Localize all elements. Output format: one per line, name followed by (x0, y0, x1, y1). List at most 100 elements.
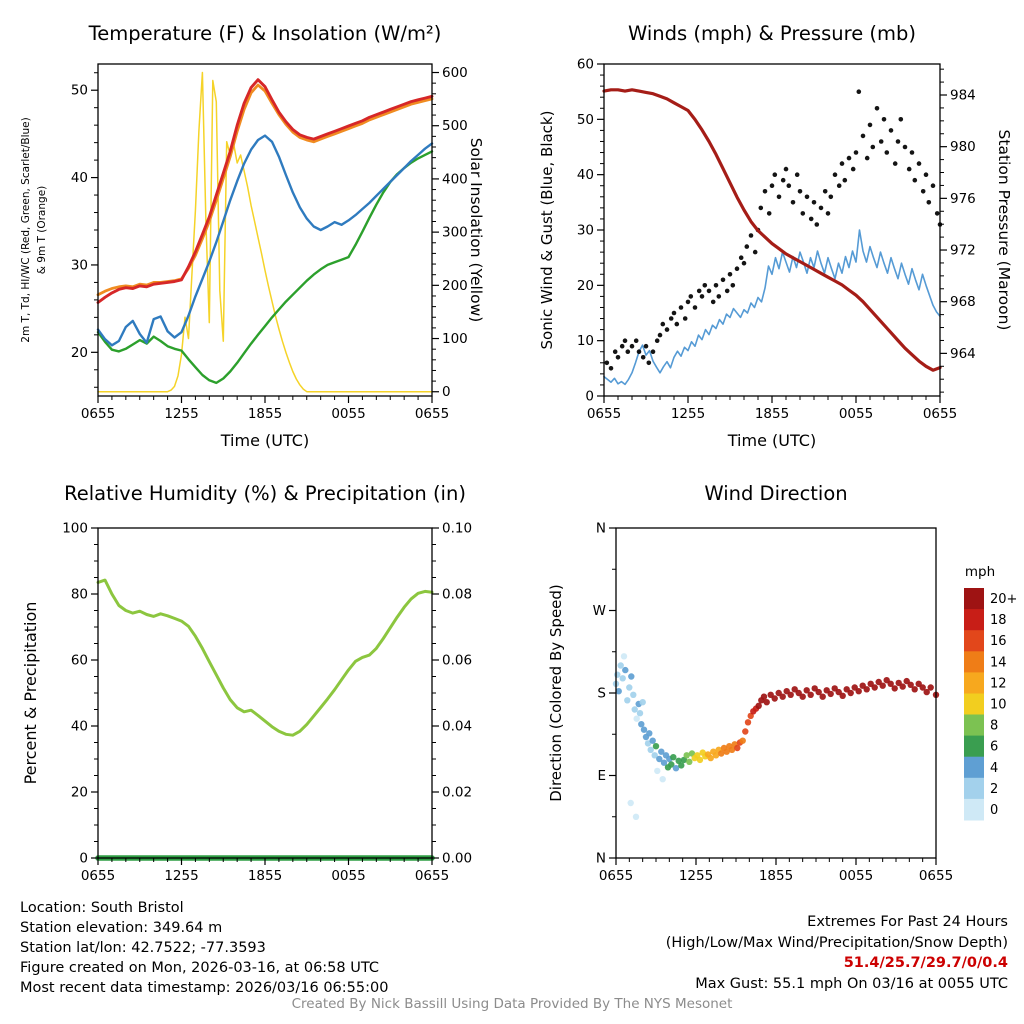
chart-svg-humidity-precip: Relative Humidity (%) & Precipitation (i… (21, 482, 472, 884)
svg-text:2: 2 (990, 782, 998, 797)
svg-text:14: 14 (990, 655, 1007, 670)
svg-text:E: E (597, 768, 606, 784)
svg-text:0055: 0055 (331, 406, 365, 422)
panel-winds-pressure: Winds (mph) & Pressure (mb) 0655 1255 1855 0… (512, 0, 1024, 472)
svg-text:0: 0 (990, 803, 998, 818)
svg-text:8: 8 (990, 719, 998, 734)
svg-text:& 9m T (Orange): & 9m T (Orange) (36, 186, 48, 275)
panel-temperature-insolation: Temperature (F) & Insolation (W/m²) 0655 1… (0, 0, 512, 472)
svg-text:1855: 1855 (248, 868, 282, 884)
svg-text:1855: 1855 (755, 406, 789, 422)
svg-text:20: 20 (577, 278, 594, 294)
svg-text:400: 400 (442, 171, 468, 187)
svg-text:mph: mph (965, 564, 995, 580)
svg-text:1255: 1255 (164, 406, 198, 422)
svg-text:18: 18 (990, 613, 1007, 628)
svg-text:50: 50 (577, 112, 594, 128)
svg-text:980: 980 (950, 139, 976, 155)
svg-text:N: N (596, 851, 606, 867)
svg-text:964: 964 (950, 346, 976, 362)
station-latlon: Station lat/lon: 42.7522; -77.3593 (20, 940, 266, 956)
svg-text:1255: 1255 (164, 868, 198, 884)
svg-text:50: 50 (71, 83, 88, 99)
svg-text:30: 30 (71, 257, 88, 273)
svg-text:Relative Humidity (%) & Precip: Relative Humidity (%) & Precipitation (i… (64, 482, 466, 505)
svg-text:0655: 0655 (923, 406, 957, 422)
svg-text:W: W (593, 603, 606, 619)
svg-text:80: 80 (71, 587, 88, 603)
svg-text:60: 60 (577, 57, 594, 73)
svg-text:0.04: 0.04 (442, 719, 472, 735)
svg-text:0: 0 (442, 384, 451, 400)
svg-text:30: 30 (577, 223, 594, 239)
panel-wind-direction: Wind Direction 0655 1255 1855 0055 0655 N E S W N D… (512, 468, 1024, 912)
svg-text:100: 100 (62, 521, 88, 537)
svg-text:60: 60 (71, 653, 88, 669)
svg-text:0.06: 0.06 (442, 653, 472, 669)
svg-text:0655: 0655 (587, 406, 621, 422)
svg-text:0.02: 0.02 (442, 785, 472, 801)
svg-text:0: 0 (585, 389, 594, 405)
svg-text:40: 40 (71, 170, 88, 186)
svg-text:0655: 0655 (415, 868, 449, 884)
svg-text:1855: 1855 (248, 406, 282, 422)
svg-text:0.08: 0.08 (442, 587, 472, 603)
extremes-values: 51.4/25.7/29.7/0/0.4 (843, 955, 1008, 971)
chart-svg-temperature-insolation: Temperature (F) & Insolation (W/m²) 0655 1… (20, 22, 485, 450)
svg-text:600: 600 (442, 65, 468, 81)
svg-text:972: 972 (950, 243, 976, 259)
credit-line: Created By Nick Bassill Using Data Provi… (291, 996, 733, 1012)
svg-text:Solar Insolation (Yellow): Solar Insolation (Yellow) (467, 138, 485, 323)
svg-text:16: 16 (990, 634, 1007, 649)
svg-text:0.10: 0.10 (442, 521, 472, 537)
svg-text:Direction (Colored By Speed): Direction (Colored By Speed) (547, 584, 565, 802)
svg-text:1255: 1255 (679, 868, 713, 884)
svg-text:Time (UTC): Time (UTC) (220, 431, 309, 450)
station-elevation: Station elevation: 349.64 m (20, 920, 223, 936)
svg-text:2m T, Td, HI/WC (Red, Green, S: 2m T, Td, HI/WC (Red, Green, Scarlet/Blu… (20, 117, 32, 342)
svg-text:0.00: 0.00 (442, 851, 472, 867)
svg-text:1855: 1855 (759, 868, 793, 884)
svg-text:0055: 0055 (331, 868, 365, 884)
svg-text:200: 200 (442, 278, 468, 294)
svg-text:6: 6 (990, 740, 998, 755)
svg-text:Sonic Wind & Gust (Blue, Black: Sonic Wind & Gust (Blue, Black) (538, 111, 556, 350)
svg-text:976: 976 (950, 191, 976, 207)
svg-text:0055: 0055 (839, 406, 873, 422)
svg-text:N: N (596, 521, 606, 537)
chart-svg-winds-pressure: Winds (mph) & Pressure (mb) 0655 1255 1855 0… (538, 22, 1013, 450)
svg-text:Percent & Precipitation: Percent & Precipitation (21, 602, 40, 785)
panel-humidity-precip: Relative Humidity (%) & Precipitation (i… (0, 468, 512, 912)
svg-text:12: 12 (990, 676, 1007, 691)
svg-text:20+: 20+ (990, 592, 1017, 607)
svg-text:0: 0 (79, 851, 88, 867)
svg-text:10: 10 (577, 333, 594, 349)
max-gust: Max Gust: 55.1 mph On 03/16 at 0055 UTC (695, 975, 1008, 992)
svg-text:20: 20 (71, 345, 88, 361)
svg-text:0055: 0055 (839, 868, 873, 884)
extremes-subtitle: (High/Low/Max Wind/Precipitation/Snow De… (665, 934, 1008, 951)
svg-text:Station Pressure (Maroon): Station Pressure (Maroon) (995, 130, 1013, 331)
svg-text:0655: 0655 (919, 868, 953, 884)
svg-text:40: 40 (577, 167, 594, 183)
svg-text:968: 968 (950, 294, 976, 310)
svg-text:Winds (mph) & Pressure (mb): Winds (mph) & Pressure (mb) (628, 22, 916, 45)
svg-text:40: 40 (71, 719, 88, 735)
station-location: Location: South Bristol (20, 900, 184, 916)
svg-text:S: S (597, 686, 606, 702)
svg-text:Temperature (F) & Insolation (: Temperature (F) & Insolation (W/m²) (88, 22, 442, 45)
svg-text:4: 4 (990, 761, 998, 776)
extremes-info: Extremes For Past 24 Hours (High/Low/Max… (666, 912, 1008, 994)
svg-text:0655: 0655 (81, 868, 115, 884)
svg-text:0655: 0655 (599, 868, 633, 884)
svg-text:100: 100 (442, 331, 468, 347)
svg-text:984: 984 (950, 88, 976, 104)
svg-text:0655: 0655 (81, 406, 115, 422)
svg-text:20: 20 (71, 785, 88, 801)
station-info: Location: South Bristol Station elevatio… (20, 898, 388, 998)
svg-text:500: 500 (442, 118, 468, 134)
svg-text:300: 300 (442, 225, 468, 241)
extremes-title: Extremes For Past 24 Hours (807, 914, 1008, 930)
